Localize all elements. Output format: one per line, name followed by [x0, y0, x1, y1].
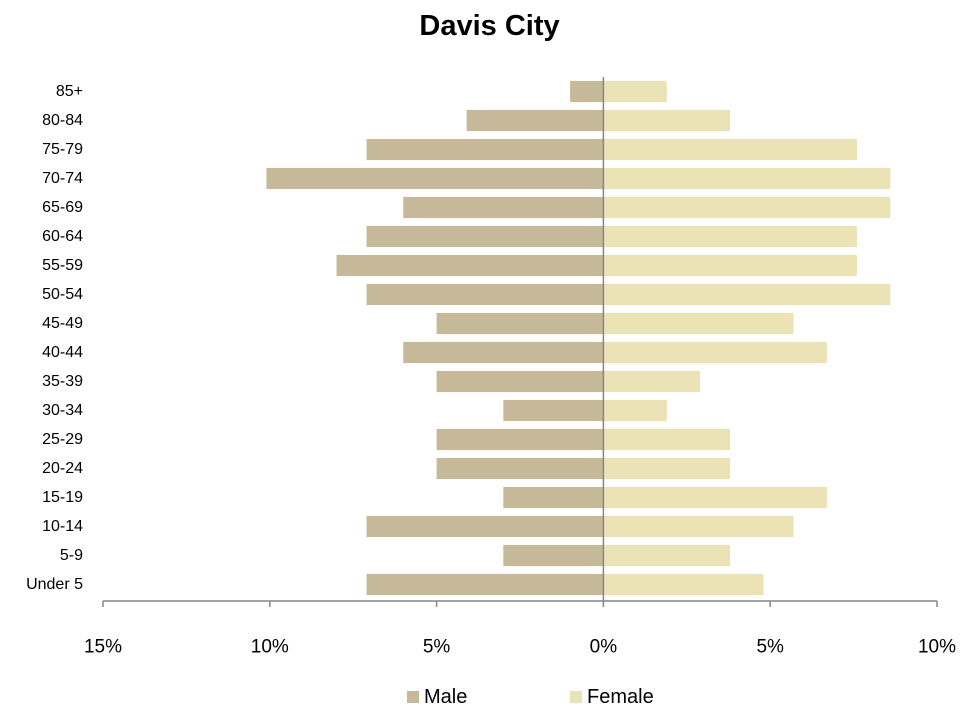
bar-female-15-19: [603, 486, 827, 509]
category-label-75-79: 75-79: [42, 141, 83, 158]
bar-male-50-54: [366, 283, 604, 306]
bar-male-65-69: [403, 196, 604, 219]
category-label-30-34: 30-34: [42, 402, 83, 419]
legend-label-female: Female: [587, 686, 654, 708]
bar-female-70-74: [603, 167, 891, 190]
axes-group: [102, 77, 938, 607]
x-tick-label: 0%: [590, 637, 618, 658]
bar-female-45-49: [603, 312, 794, 335]
bar-female-30-34: [603, 399, 667, 422]
bar-female-80-84: [603, 109, 731, 132]
bar-female-40-44: [603, 341, 827, 364]
x-tick-label: 10%: [918, 637, 956, 658]
bar-male-20-24: [436, 457, 604, 480]
bar-female-75-79: [603, 138, 857, 161]
bar-male-30-34: [503, 399, 604, 422]
bars-group: [266, 80, 891, 596]
bar-male-35-39: [436, 370, 604, 393]
bar-male-60-64: [366, 225, 604, 248]
category-label-20-24: 20-24: [42, 460, 83, 477]
category-label-under-5: Under 5: [26, 576, 83, 593]
bar-male-15-19: [503, 486, 604, 509]
bar-male-under-5: [366, 573, 604, 596]
x-tick-label: 5%: [756, 637, 784, 658]
category-label-85: 85+: [56, 83, 83, 100]
category-label-60-64: 60-64: [42, 228, 83, 245]
x-tick-label: 10%: [251, 637, 289, 658]
bar-female-25-29: [603, 428, 731, 451]
bar-female-65-69: [603, 196, 891, 219]
legend-swatch-male: [407, 691, 419, 703]
bar-male-45-49: [436, 312, 604, 335]
legend-label-male: Male: [424, 686, 467, 708]
bar-female-35-39: [603, 370, 701, 393]
bar-female-5-9: [603, 544, 731, 567]
chart-title: Davis City: [419, 10, 560, 42]
bar-female-60-64: [603, 225, 857, 248]
category-label-40-44: 40-44: [42, 344, 83, 361]
bar-male-5-9: [503, 544, 604, 567]
bar-male-40-44: [403, 341, 604, 364]
bar-male-70-74: [266, 167, 604, 190]
legend: Male Female: [407, 686, 654, 708]
x-tick-label: 15%: [84, 637, 122, 658]
bar-female-20-24: [603, 457, 731, 480]
category-label-65-69: 65-69: [42, 199, 83, 216]
category-label-5-9: 5-9: [60, 547, 83, 564]
bar-female-50-54: [603, 283, 891, 306]
x-tick-label: 5%: [423, 637, 451, 658]
x-tick-labels: 15% 10% 5% 0% 5% 10%: [84, 637, 956, 658]
bar-female-under-5: [603, 573, 764, 596]
category-label-15-19: 15-19: [42, 489, 83, 506]
bar-female-85: [603, 80, 667, 103]
bar-male-25-29: [436, 428, 604, 451]
category-label-50-54: 50-54: [42, 286, 83, 303]
category-label-80-84: 80-84: [42, 112, 83, 129]
legend-swatch-female: [570, 691, 582, 703]
bar-male-85: [570, 80, 604, 103]
category-label-35-39: 35-39: [42, 373, 83, 390]
bar-female-55-59: [603, 254, 857, 277]
bar-male-80-84: [466, 109, 604, 132]
category-label-10-14: 10-14: [42, 518, 83, 535]
category-labels: Under 5 5-9 10-14 15-19 20-24 25-29 30-34 35-39…: [26, 83, 83, 593]
category-label-25-29: 25-29: [42, 431, 83, 448]
category-label-55-59: 55-59: [42, 257, 83, 274]
category-label-70-74: 70-74: [42, 170, 83, 187]
category-label-45-49: 45-49: [42, 315, 83, 332]
bar-male-55-59: [336, 254, 604, 277]
bar-male-75-79: [366, 138, 604, 161]
bar-female-10-14: [603, 515, 794, 538]
bar-male-10-14: [366, 515, 604, 538]
